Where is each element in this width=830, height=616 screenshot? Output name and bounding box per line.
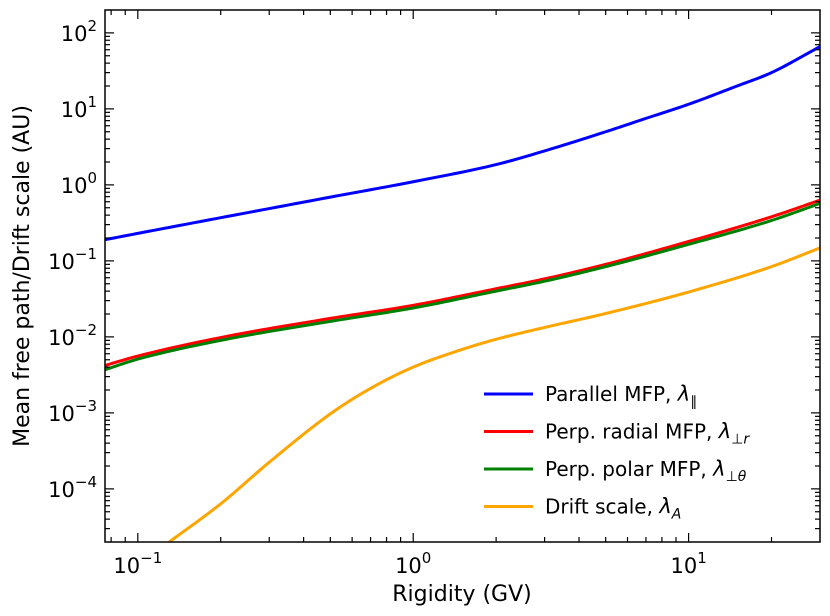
y-tick-label: 102 [61,17,97,46]
legend-label-perp_polar: Perp. polar MFP, λ⊥θ [545,457,747,485]
y-tick-label: 10−4 [48,473,97,502]
series-line-parallel [105,45,820,242]
x-tick-label: 10−1 [113,549,162,578]
legend: Parallel MFP, λ∥ Perp. radial MFP, λ⊥r Per… [484,382,750,523]
y-tick-label: 100 [61,169,97,198]
x-tick-label: 100 [395,549,431,578]
series-line-perp_polar [105,202,820,372]
y-tick-label: 10−2 [48,321,97,350]
legend-label-parallel: Parallel MFP, λ∥ [545,382,697,410]
x-axis-ticks: 10−1 100 101 [110,10,773,578]
y-axis-title: Mean free path/Drift scale (AU) [10,105,35,447]
series-line-drift [168,246,820,542]
y-tick-label: 10−1 [48,245,97,274]
y-tick-label: 10−3 [48,397,97,426]
x-axis-title: Rigidity (GV) [392,582,531,607]
plot-frame [104,9,821,543]
x-tick-label: 101 [670,549,706,578]
legend-label-drift: Drift scale, λA [545,495,681,523]
series-line-perp_radial [105,198,820,367]
plot-area [105,45,820,542]
y-tick-label: 101 [61,93,97,122]
legend-label-perp_radial: Perp. radial MFP, λ⊥r [545,420,750,448]
y-axis-ticks: 10−4 10−3 10−2 10−1 100 101 102 [48,17,820,530]
